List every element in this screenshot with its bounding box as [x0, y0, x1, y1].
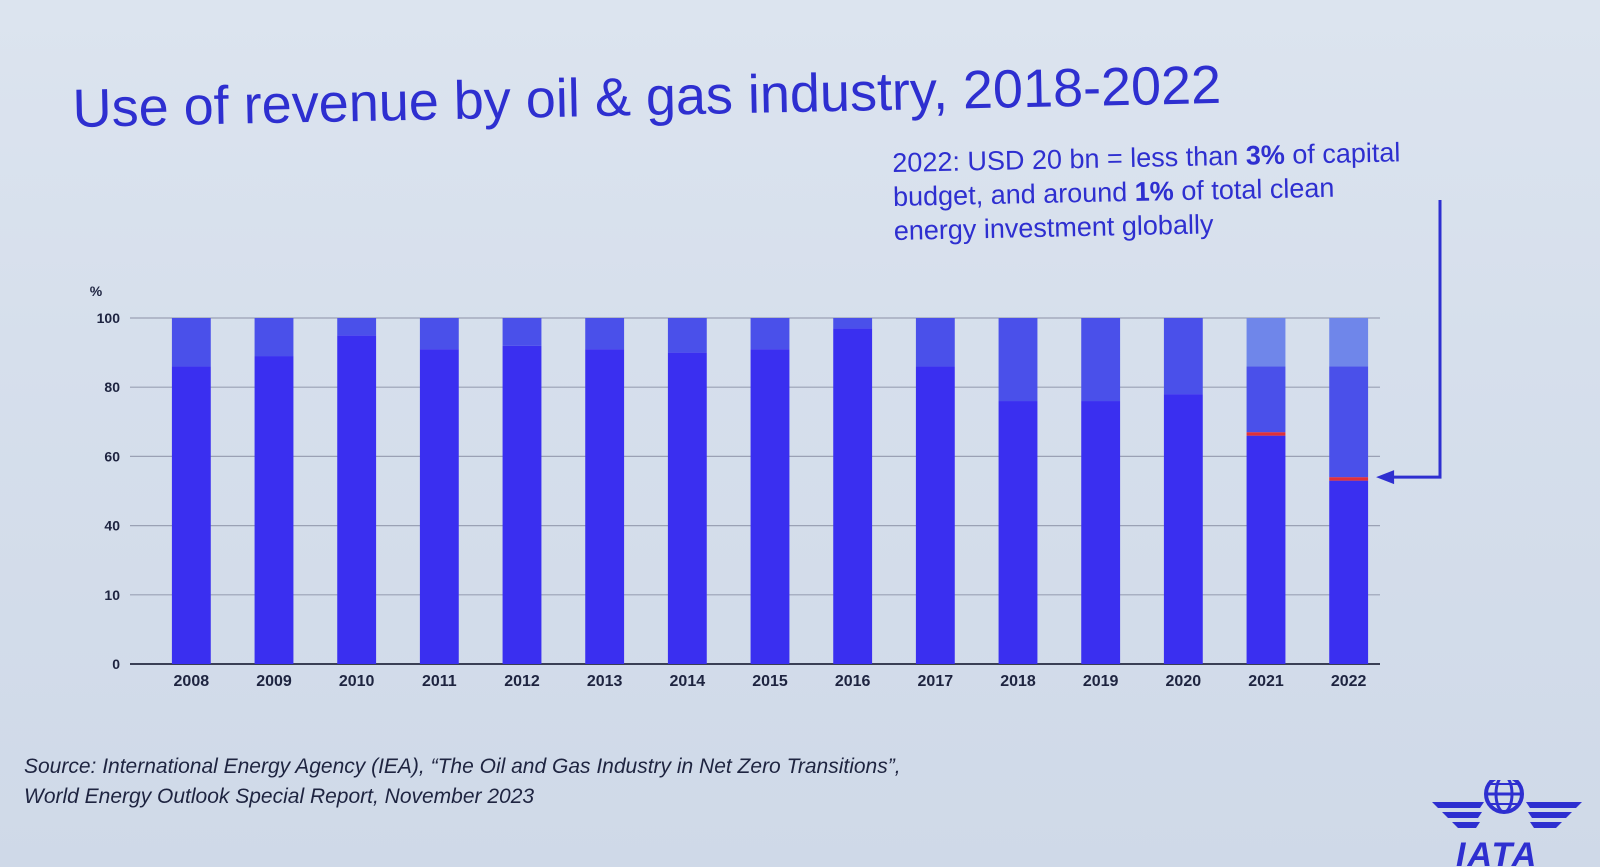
bar-segment-2021-s3: [1246, 318, 1286, 367]
bar-segment-2019-s2: [1081, 318, 1121, 402]
x-tick-label: 2021: [1248, 673, 1284, 690]
x-tick-label: 2010: [339, 673, 375, 690]
y-tick-label: 60: [104, 448, 120, 464]
x-tick-label: 2012: [504, 673, 540, 690]
bar-segment-2011-s0: [419, 349, 459, 664]
bar-segment-2015-s0: [750, 349, 790, 664]
source-line-2: World Energy Outlook Special Report, Nov…: [24, 785, 535, 808]
annotation-arrow: [1390, 200, 1442, 479]
x-tick-label: 2013: [587, 673, 623, 690]
y-tick-label: 100: [97, 310, 121, 326]
x-tick-label: 2019: [1083, 673, 1119, 690]
y-tick-label: 10: [104, 587, 120, 603]
bar-segment-2022-s0: [1329, 480, 1369, 664]
x-tick-label: 2011: [422, 673, 457, 690]
source-line-1: Source: International Energy Agency (IEA…: [24, 755, 901, 778]
bar-segment-2016-s0: [833, 328, 873, 664]
x-tick-label: 2015: [752, 673, 788, 690]
iata-logo-text: IATA: [1456, 836, 1539, 867]
bar-segment-2016-s2: [833, 318, 873, 329]
bar-segment-2022-s3: [1329, 318, 1369, 367]
bar-segment-2013-s2: [585, 318, 625, 350]
bar-segment-2012-s0: [502, 345, 542, 664]
bar-segment-2009-s0: [254, 356, 294, 664]
bar-segment-2022-s1: [1329, 477, 1369, 481]
bar-segment-2010-s0: [337, 335, 377, 664]
x-tick-label: 2014: [670, 673, 706, 690]
bar-segment-2018-s2: [998, 318, 1038, 402]
bar-segment-2008-s2: [171, 318, 211, 367]
bar-segment-2010-s2: [337, 318, 377, 336]
bar-segment-2020-s0: [1163, 394, 1203, 664]
y-tick-label: 0: [112, 656, 120, 672]
bar-segment-2018-s0: [998, 401, 1038, 664]
bar-segment-2014-s0: [667, 352, 707, 664]
y-tick-label: 80: [104, 379, 120, 395]
bar-segment-2009-s2: [254, 318, 294, 357]
bar-segment-2019-s0: [1081, 401, 1121, 664]
x-tick-label: 2020: [1166, 673, 1202, 690]
bar-segment-2013-s0: [585, 349, 625, 664]
x-tick-label: 2009: [256, 673, 292, 690]
bar-segment-2020-s2: [1163, 318, 1203, 395]
bar-segment-2017-s2: [915, 318, 955, 367]
y-axis-label: %: [90, 283, 103, 299]
bar-segment-2015-s2: [750, 318, 790, 350]
bar-segment-2022-s2: [1329, 366, 1369, 478]
x-tick-label: 2017: [918, 673, 954, 690]
bar-segment-2021-s0: [1246, 435, 1286, 664]
y-tick-label: 40: [104, 518, 120, 534]
x-tick-label: 2008: [174, 673, 210, 690]
bar-segment-2021-s1: [1246, 432, 1286, 436]
source-note: Source: International Energy Agency (IEA…: [24, 752, 901, 812]
iata-globe-logo-icon: [1432, 780, 1582, 828]
annotation-arrowhead: [1376, 470, 1395, 485]
bar-segment-2008-s0: [171, 366, 211, 664]
bar-segment-2012-s2: [502, 318, 542, 346]
x-tick-label: 2018: [1000, 673, 1036, 690]
x-tick-label: 2022: [1331, 673, 1367, 690]
bar-segment-2011-s2: [419, 318, 459, 350]
x-tick-label: 2016: [835, 673, 871, 690]
bar-segment-2014-s2: [667, 318, 707, 353]
bar-segment-2021-s2: [1246, 366, 1286, 433]
bar-segment-2017-s0: [915, 366, 955, 664]
